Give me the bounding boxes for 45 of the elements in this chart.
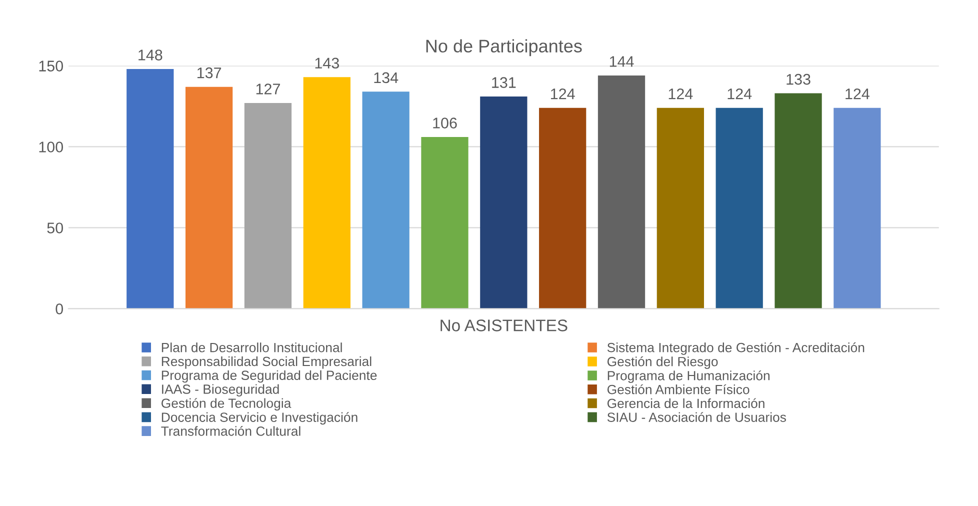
y-tick-label: 100 — [39, 142, 64, 152]
data-label: 148 — [138, 50, 162, 60]
y-tick-label: 50 — [47, 222, 64, 234]
chart-title: No de Participantes — [426, 39, 582, 56]
legend-label: Programa de Seguridad del Paciente — [162, 370, 377, 383]
bar — [598, 75, 646, 309]
bar — [774, 93, 822, 309]
legend-label: Gestión Ambiente Físico — [607, 384, 750, 394]
legend-label: Gerencia de la Información — [607, 398, 764, 408]
data-label: 124 — [846, 88, 870, 100]
bar — [126, 69, 174, 309]
bar — [480, 96, 528, 309]
legend-label: Transformación Cultural — [161, 426, 300, 436]
legend-label: Plan de Desarrollo Institucional — [162, 342, 342, 352]
bar — [186, 86, 233, 309]
data-label: 143 — [315, 58, 339, 69]
data-label: 124 — [668, 88, 693, 100]
data-label: 127 — [256, 84, 280, 94]
data-label: 124 — [728, 88, 752, 100]
bar — [421, 137, 468, 309]
legend-label: Programa de Humanización — [608, 370, 770, 383]
legend-label: Docencia Servicio e Investigación — [162, 412, 358, 425]
data-label: 134 — [374, 72, 398, 84]
legend-label: Gestión de Tecnologia — [162, 398, 292, 411]
legend-label: SIAU - Asociación de Usuarios — [607, 412, 786, 422]
legend-label: Gestión del Riesgo — [607, 356, 718, 369]
bar — [656, 108, 704, 309]
y-tick-label: 0 — [56, 304, 63, 314]
bar — [303, 77, 350, 309]
data-label: 131 — [492, 77, 516, 88]
data-label: 133 — [786, 74, 810, 85]
data-label: 144 — [610, 56, 634, 67]
bar — [716, 108, 763, 309]
bar — [834, 108, 881, 309]
data-label: 137 — [197, 67, 222, 78]
bar — [539, 108, 586, 309]
y-tick-label: 150 — [39, 60, 64, 72]
legend-label: IAAS - Bioseguridad — [162, 384, 279, 396]
bar — [244, 103, 292, 309]
bar — [362, 92, 410, 309]
legend-label: Sistema Integrado de Gestión - Acreditación — [607, 342, 864, 355]
data-label: 106 — [433, 118, 457, 128]
legend-label: Responsabilidad Social Empresarial — [162, 356, 372, 369]
data-label: 124 — [551, 88, 575, 100]
x-axis-title: No ASISTENTES — [440, 320, 568, 332]
